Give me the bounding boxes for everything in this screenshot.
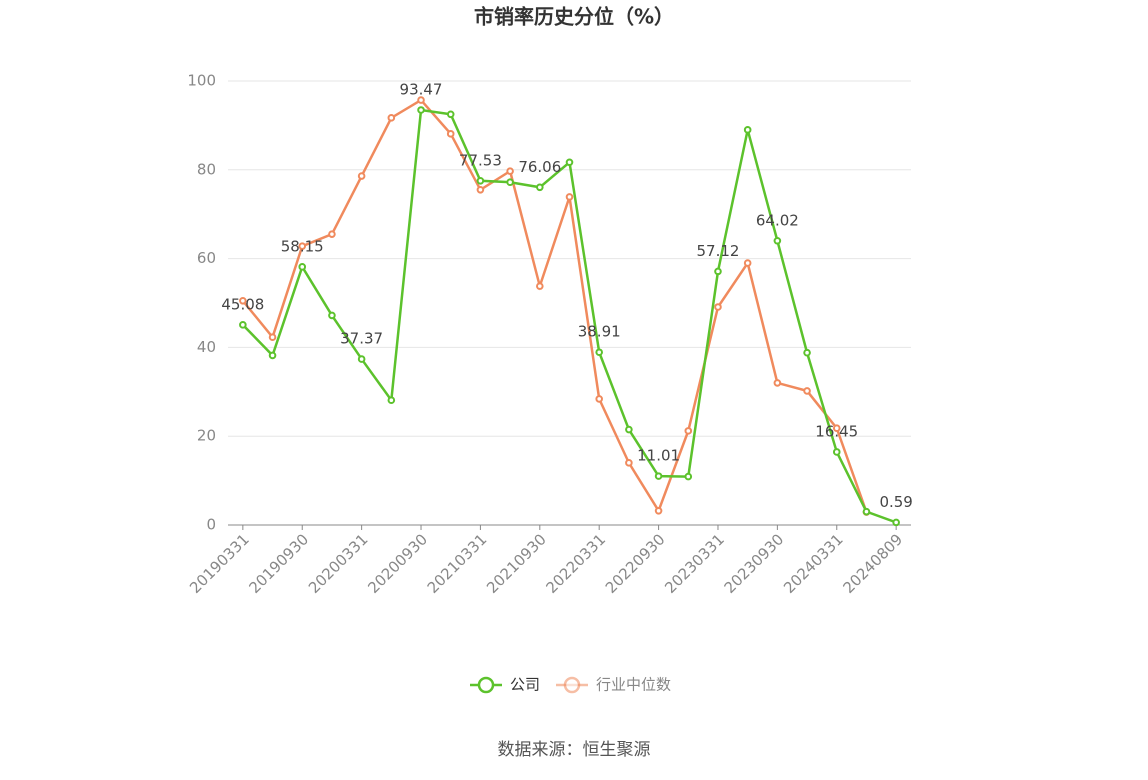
series-line	[241, 98, 868, 514]
point	[803, 387, 811, 395]
legend-label: 公司	[510, 676, 540, 694]
point	[239, 296, 247, 305]
x-tick-label: 20240809	[839, 530, 906, 597]
data-label: 77.53	[459, 151, 502, 169]
x-tick-label: 20220331	[542, 530, 609, 597]
point	[625, 459, 633, 467]
data-label: 38.91	[578, 323, 621, 341]
point	[417, 96, 425, 104]
point	[773, 236, 782, 245]
point	[565, 193, 574, 201]
data-label: 0.59	[879, 493, 912, 511]
point	[595, 395, 603, 403]
data-label: 64.02	[756, 211, 799, 229]
data-label: 57.12	[697, 242, 740, 260]
point	[506, 167, 514, 175]
point	[357, 172, 366, 180]
point	[565, 158, 574, 167]
y-tick-label: 0	[206, 516, 216, 534]
point	[654, 472, 663, 480]
point	[298, 242, 307, 250]
x-tick-label: 20200331	[305, 530, 372, 597]
point	[357, 355, 366, 363]
point	[446, 110, 455, 119]
point	[714, 303, 722, 311]
point	[387, 114, 396, 122]
point	[892, 518, 900, 527]
point	[714, 267, 722, 276]
y-tick-label: 100	[187, 72, 216, 90]
x-tick-label: 20210331	[424, 530, 491, 597]
x-tick-label: 20200930	[364, 530, 431, 597]
point	[328, 230, 336, 238]
point	[298, 263, 307, 271]
y-tick-label: 40	[197, 338, 216, 356]
point	[743, 259, 752, 267]
x-tick-label: 20230331	[661, 530, 728, 597]
point	[328, 311, 336, 320]
x-tick-label: 20190930	[246, 530, 313, 597]
point	[832, 448, 841, 456]
point	[625, 425, 633, 434]
source: 数据来源：恒生聚源	[498, 740, 651, 760]
y-tick-label: 60	[197, 249, 216, 267]
point	[595, 348, 603, 357]
x-tick-label: 20230930	[721, 530, 788, 597]
point	[268, 351, 277, 360]
point	[536, 183, 544, 192]
point	[832, 424, 841, 433]
x-tick-label: 20210930	[483, 530, 550, 597]
x-tick-label: 20190331	[186, 530, 253, 597]
y-tick-label: 20	[197, 427, 216, 445]
point	[417, 106, 425, 114]
point	[476, 185, 485, 194]
data-label: 58.15	[281, 237, 324, 255]
point	[743, 126, 752, 134]
legend-label: 行业中位数	[596, 676, 671, 694]
legend-marker	[477, 676, 495, 694]
chart-title: 市销率历史分位（%）	[474, 5, 674, 29]
legend-marker	[563, 676, 581, 694]
point	[536, 282, 544, 290]
x-tick-label: 20240331	[780, 530, 847, 597]
point	[387, 396, 396, 405]
point	[446, 130, 455, 138]
point	[268, 333, 277, 341]
point	[654, 506, 663, 515]
x-tick-label: 20220930	[602, 530, 669, 597]
y-tick-label: 80	[197, 160, 216, 178]
data-label: 76.06	[518, 158, 561, 176]
data-label: 11.01	[637, 447, 680, 465]
data-label: 93.47	[400, 80, 443, 98]
point	[476, 176, 485, 185]
point	[684, 427, 693, 435]
point	[862, 507, 871, 516]
point	[506, 178, 514, 187]
data-label: 37.37	[340, 330, 383, 348]
point	[803, 348, 811, 357]
data-label: 16.45	[815, 422, 858, 440]
point	[684, 472, 693, 481]
point	[239, 321, 247, 329]
series-line	[241, 108, 897, 524]
point	[773, 379, 782, 387]
data-label: 45.08	[221, 295, 264, 313]
